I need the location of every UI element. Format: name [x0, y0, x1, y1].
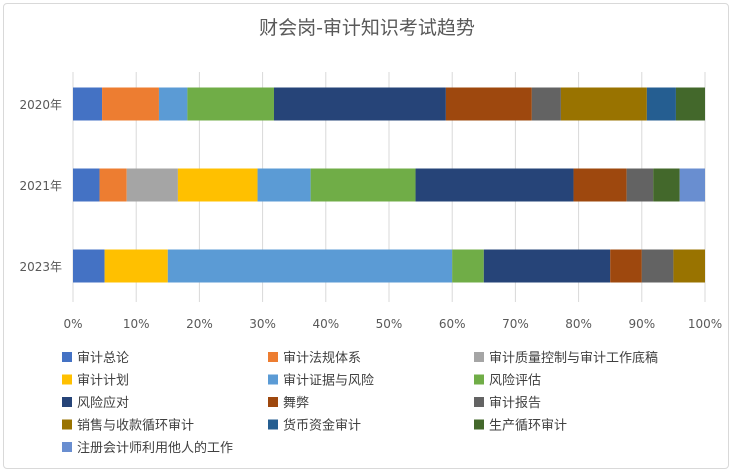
bar-segment — [104, 249, 168, 283]
bar-segment — [483, 249, 611, 283]
axis-labels: 0% 10% 20% 30% 40% 50% 60% 70% 80% 90% 100% 2020年 20… — [19, 98, 722, 331]
bar-segment — [99, 168, 127, 202]
y-category-label: 2021年 — [19, 179, 62, 193]
legend-entry-label: 审计报告 — [489, 396, 541, 411]
legend-swatch — [268, 374, 278, 385]
bar-segment — [679, 168, 705, 202]
x-tick-label: 50% — [376, 317, 403, 331]
bar-segment — [646, 87, 676, 121]
bars — [73, 87, 705, 283]
bar-segment — [673, 249, 705, 283]
bar-segment — [177, 168, 258, 202]
bar-segment — [73, 168, 100, 202]
legend-swatch — [268, 352, 278, 362]
legend-entry-label: 销售与收款循环审计 — [77, 418, 194, 434]
legend-swatch — [474, 419, 484, 430]
bar-segment — [102, 87, 159, 121]
bar-segment — [641, 249, 674, 283]
legend-entry-label: 注册会计师利用他人的工作 — [77, 440, 233, 456]
bar-segment — [187, 87, 274, 121]
legend-swatch — [268, 397, 278, 407]
legend-swatch — [268, 419, 278, 430]
legend-entry-label: 审计法规体系 — [283, 351, 361, 366]
bar-segment — [257, 168, 311, 202]
bar-segment — [531, 87, 561, 121]
x-tick-label: 60% — [439, 317, 466, 331]
x-tick-label: 80% — [565, 317, 592, 331]
legend-swatch — [474, 374, 484, 385]
x-tick-label: 0% — [63, 317, 82, 331]
bar-segment — [126, 168, 178, 202]
legend-entry-label: 舞弊 — [283, 395, 309, 411]
legend-swatch — [62, 374, 72, 385]
bar-segment — [158, 87, 188, 121]
x-tick-label: 10% — [123, 317, 150, 331]
bar-segment — [452, 249, 484, 283]
x-tick-label: 20% — [186, 317, 213, 331]
bar-segment — [73, 249, 105, 283]
bar-segment — [610, 249, 642, 283]
x-tick-label: 70% — [502, 317, 529, 331]
legend-entry-label: 审计证据与风险 — [283, 374, 374, 389]
bar-segment — [573, 168, 627, 202]
bar-segment — [167, 249, 453, 283]
legend-swatch — [62, 352, 72, 362]
bar-segment — [415, 168, 574, 202]
x-tick-label: 30% — [249, 317, 276, 331]
legend-entry-label: 审计质量控制与审计工作底稿 — [489, 350, 658, 366]
bar-segment — [626, 168, 654, 202]
legend-entry-label: 风险评估 — [489, 374, 541, 389]
x-tick-label: 100% — [688, 317, 722, 331]
y-category-label: 2020年 — [19, 98, 62, 112]
legend-entry-label: 生产循环审计 — [489, 419, 567, 434]
chart-frame — [3, 3, 729, 469]
legend-swatch — [62, 397, 72, 407]
legend-entry-label: 审计计划 — [77, 374, 129, 389]
bar-segment — [560, 87, 647, 121]
y-category-label: 2023年 — [19, 260, 62, 274]
legend-entry-label: 审计总论 — [77, 351, 129, 366]
legend-entry-label: 货币资金审计 — [283, 418, 361, 434]
legend-swatch — [62, 442, 72, 452]
x-tick-label: 40% — [312, 317, 339, 331]
legend-swatch — [474, 397, 484, 407]
bar-segment — [73, 87, 103, 121]
legend-swatch — [474, 352, 484, 362]
legend-swatch — [62, 419, 72, 430]
bar-segment — [445, 87, 532, 121]
chart-title: 财会岗-审计知识考试趋势 — [259, 17, 475, 39]
bar-segment — [675, 87, 705, 121]
legend-entry-label: 风险应对 — [77, 395, 129, 411]
bar-segment — [653, 168, 680, 202]
bar-segment — [273, 87, 446, 121]
bar-segment — [310, 168, 416, 202]
x-tick-label: 90% — [628, 317, 655, 331]
